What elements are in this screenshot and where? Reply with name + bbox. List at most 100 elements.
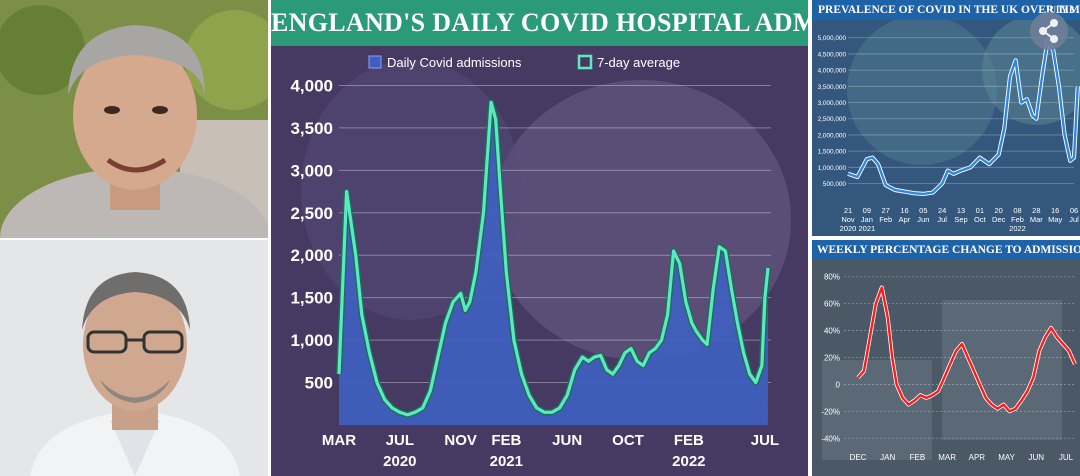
main-x-tick-label: MAR (322, 432, 356, 449)
weekly-chart-background (812, 240, 1080, 476)
weekly-x-tick-label: JAN (880, 453, 895, 462)
prevalence-y-tick-label: 2,000,000 (818, 132, 847, 139)
prevalence-x-tick-month: Apr (899, 215, 911, 224)
weekly-change-line (857, 286, 1076, 413)
prevalence-x-tick-month: Nov (841, 215, 855, 224)
prevalence-y-tick-label: 3,500,000 (818, 84, 847, 91)
background-figure (491, 80, 791, 360)
main-y-tick-label: 1,500 (290, 289, 333, 308)
weekly-change-chart: -40% -20% 0 20% 40% 60% 80% DEC JAN FEB MAR APR MAY J… (812, 240, 1080, 476)
main-year-label: 2020 (383, 453, 416, 470)
main-year-label: 2021 (490, 453, 523, 470)
main-x-tick-label: NOV (444, 432, 477, 449)
main-y-tick-label: 2,500 (290, 204, 333, 223)
prevalence-title-text: PREVALENCE OF COVID IN THE UK OVER TIME (818, 4, 1080, 16)
weekly-x-tick-label: APR (969, 453, 986, 462)
prevalence-x-tick-month: Dec (992, 215, 1006, 224)
main-x-tick-label: JUL (386, 432, 414, 449)
prevalence-x-tick-month: Feb (1011, 215, 1024, 224)
legend-label-average: 7-day average (597, 55, 680, 70)
main-x-tick-label: FEB (491, 432, 521, 449)
portrait-illustration-top (0, 0, 268, 238)
prevalence-x-tick-day: 13 (957, 206, 965, 215)
main-y-tick-label: 500 (305, 374, 333, 393)
prevalence-y-tick-label: 1,500,000 (818, 149, 847, 156)
prevalence-x-tick-month: Jan (861, 215, 873, 224)
main-year-label: 2022 (672, 453, 705, 470)
prevalence-year-label: 2022 (1009, 224, 1026, 233)
prevalence-x-tick-day: 20 (994, 206, 1002, 215)
hospital-image (822, 360, 932, 460)
prevalence-y-tick-label: 1,000,000 (818, 165, 847, 172)
prevalence-y-tick-label: 4,500,000 (818, 51, 847, 58)
prevalence-year-label: 2021 (858, 224, 875, 233)
prevalence-chart-panel: 500,000 1,000,000 1,500,000 2,000,000 2,500,… (812, 0, 1080, 236)
virus-image (847, 15, 997, 165)
weekly-x-tick-label: JUN (1029, 453, 1045, 462)
portrait-photo-bottom (0, 240, 268, 476)
prevalence-x-tick-day: 21 (844, 206, 852, 215)
prevalence-x-tick-day: 08 (1013, 206, 1021, 215)
portrait-illustration-bottom (0, 240, 268, 476)
main-x-tick-label: FEB (674, 432, 704, 449)
prevalence-x-tick-month: Jul (937, 215, 947, 224)
prevalence-chart-title: PREVALENCE OF COVID IN THE UK OVER TIME … (812, 0, 1080, 20)
main-y-tick-label: 4,000 (290, 76, 333, 95)
prevalence-y-tick-label: 3,000,000 (818, 100, 847, 107)
legend-swatch-average (577, 54, 593, 70)
prevalence-corner-text: JULY 6 (1045, 5, 1075, 15)
main-x-tick-label: OCT (612, 432, 644, 449)
prevalence-year-label: 2020 (840, 224, 857, 233)
weekly-y-tick-label: 40% (824, 327, 840, 336)
weekly-y-tick-label: 20% (824, 354, 840, 363)
prevalence-y-tick-label: 2,500,000 (818, 116, 847, 123)
seven-day-average-line (337, 100, 770, 417)
share-button[interactable] (1030, 12, 1068, 50)
prevalence-x-tick-month: Mar (1030, 215, 1043, 224)
prevalence-chart: 500,000 1,000,000 1,500,000 2,000,000 2,500,… (812, 0, 1080, 236)
prevalence-x-tick-day: 16 (1051, 206, 1059, 215)
main-chart-title: ENGLAND'S DAILY COVID HOSPITAL ADMISSION… (271, 0, 808, 46)
weekly-x-tick-label: FEB (910, 453, 926, 462)
prevalence-x-tick-month: May (1048, 215, 1062, 224)
prevalence-y-tick-label: 5,000,000 (818, 35, 847, 42)
prevalence-y-tick-label: 500,000 (823, 181, 847, 188)
weekly-x-tick-label: MAY (998, 453, 1015, 462)
main-chart-panel: ENGLAND'S DAILY COVID HOSPITAL ADMISSION… (271, 0, 808, 476)
prevalence-x-tick-day: 16 (900, 206, 908, 215)
weekly-y-tick-label: 0 (836, 380, 841, 389)
prevalence-y-tick-label: 4,000,000 (818, 68, 847, 75)
main-y-tick-label: 3,000 (290, 161, 333, 180)
weekly-x-tick-label: JUL (1059, 453, 1074, 462)
weekly-y-tick-label: -40% (821, 434, 840, 443)
prevalence-x-tick-day: 24 (938, 206, 946, 215)
main-y-tick-label: 1,000 (290, 331, 333, 350)
main-x-tick-label: JUN (552, 432, 582, 449)
main-y-tick-label: 2,000 (290, 246, 333, 265)
prevalence-x-tick-day: 01 (976, 206, 984, 215)
weekly-x-tick-label: MAR (938, 453, 956, 462)
prevalence-x-tick-month: Feb (879, 215, 892, 224)
prevalence-x-tick-day: 06 (1070, 206, 1078, 215)
prevalence-x-tick-day: 05 (919, 206, 927, 215)
weekly-x-tick-label: DEC (850, 453, 867, 462)
prevalence-x-tick-month: Sep (954, 215, 967, 224)
prevalence-x-tick-day: 27 (881, 206, 889, 215)
weekly-y-tick-label: 60% (824, 300, 840, 309)
main-x-tick-label: JUL (751, 432, 779, 449)
weekly-change-chart-panel: -40% -20% 0 20% 40% 60% 80% DEC JAN FEB MAR APR MAY J… (812, 240, 1080, 476)
portrait-photo-top (0, 0, 268, 238)
prevalence-x-tick-day: 09 (863, 206, 871, 215)
legend-label-daily: Daily Covid admissions (387, 55, 522, 70)
prevalence-x-tick-month: Jul (1069, 215, 1079, 224)
prevalence-x-tick-day: 28 (1032, 206, 1040, 215)
prevalence-x-tick-month: Jun (917, 215, 929, 224)
legend-swatch-daily (368, 55, 382, 69)
weekly-y-tick-label: 80% (824, 273, 840, 282)
weekly-change-chart-title: WEEKLY PERCENTAGE CHANGE TO ADMISSIONS (812, 240, 1080, 260)
main-chart: 500 1,000 1,500 2,000 2,500 3,000 3,500 4,000 MA… (271, 46, 808, 476)
prevalence-x-tick-month: Oct (974, 215, 987, 224)
share-icon (1039, 19, 1058, 43)
hospital-image (942, 300, 1062, 440)
main-y-tick-label: 3,500 (290, 119, 333, 138)
